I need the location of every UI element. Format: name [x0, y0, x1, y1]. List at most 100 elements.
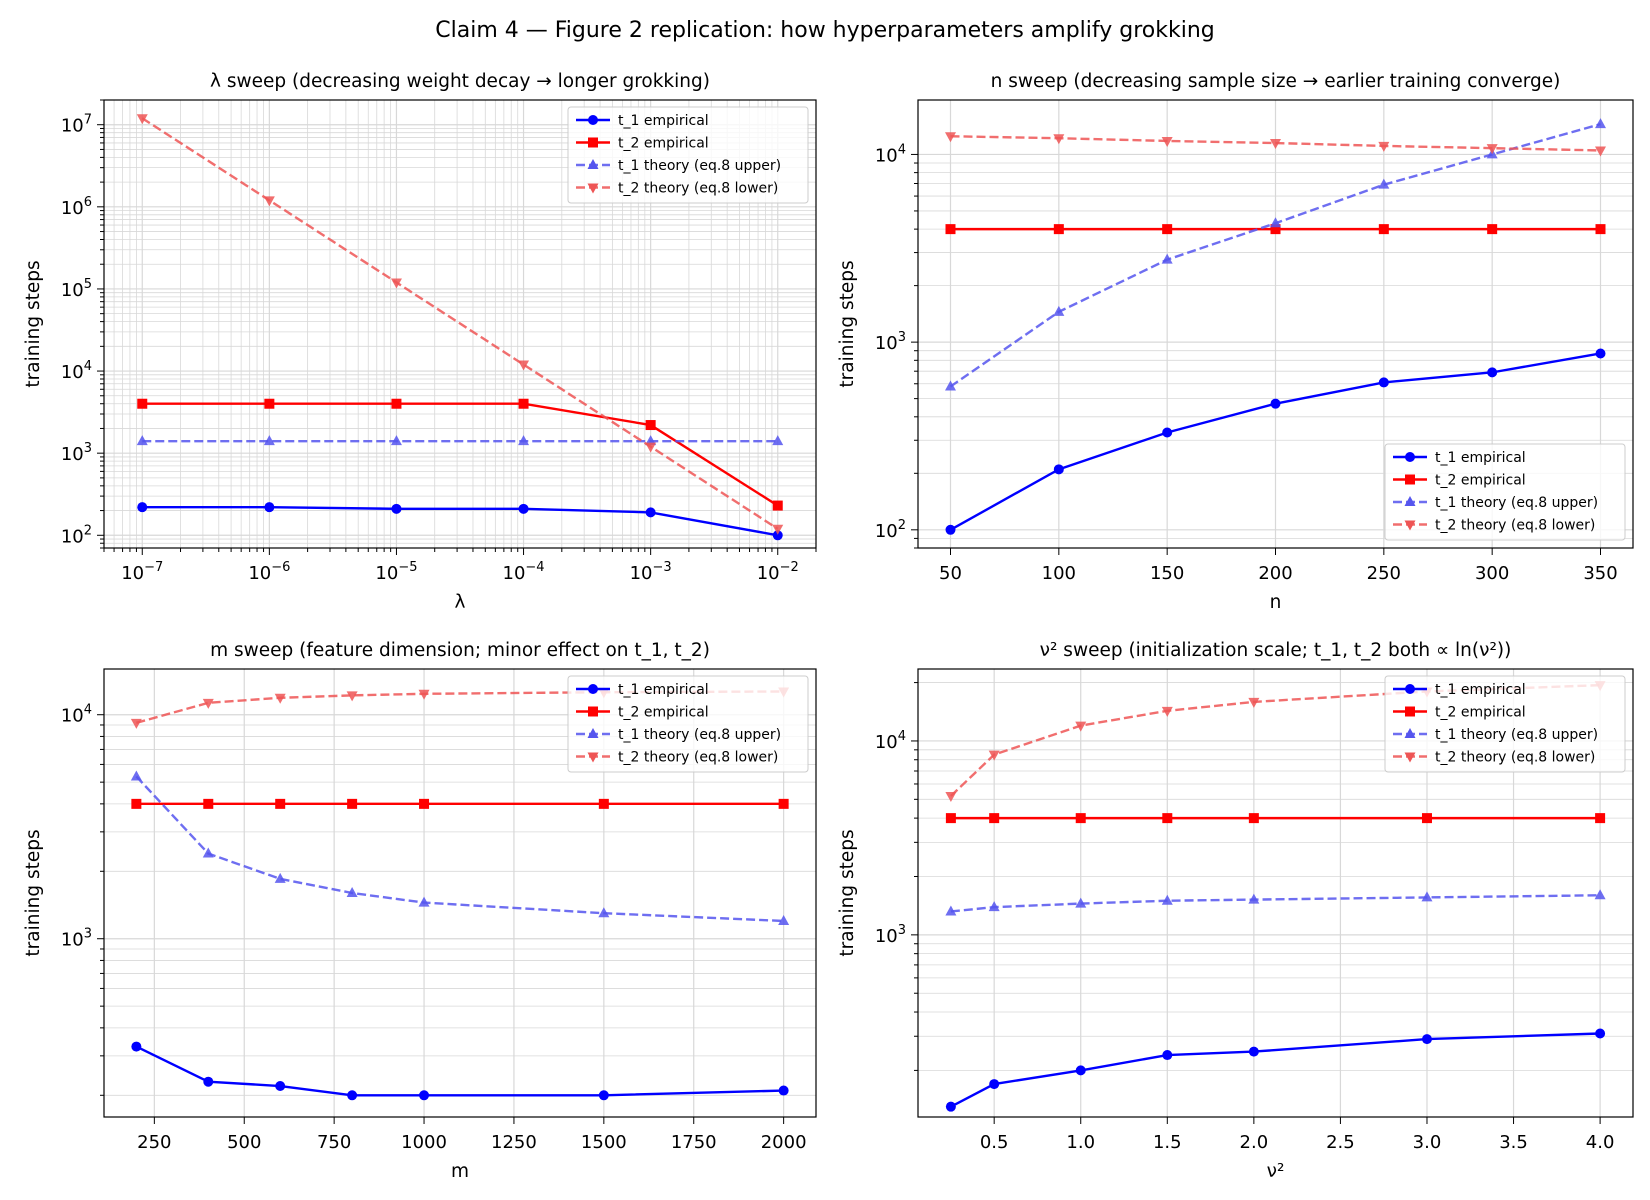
data-point	[945, 792, 957, 803]
data-point	[1161, 706, 1173, 717]
data-point	[1595, 348, 1606, 359]
data-point	[274, 693, 286, 704]
series-line	[950, 894, 1601, 913]
y-axis-label: training steps	[837, 829, 858, 956]
legend-entry: t_1 theory (eq.8 upper)	[576, 158, 781, 174]
legend-entry: t_2 theory (eq.8 lower)	[1393, 518, 1595, 534]
x-tick-label: 3.0	[1413, 1132, 1442, 1153]
legend-label: t_2 empirical	[1435, 473, 1526, 489]
data-point	[130, 718, 142, 729]
data-point	[772, 500, 783, 511]
legend-label: t_2 theory (eq.8 lower)	[618, 181, 778, 197]
data-point	[598, 1090, 609, 1101]
series-line	[141, 117, 779, 530]
axes-frame	[103, 99, 817, 549]
data-point	[390, 278, 402, 289]
y-axis-label: training steps	[23, 260, 44, 387]
data-point	[419, 1090, 430, 1101]
legend-label: t_2 empirical	[1435, 705, 1526, 721]
x-tick-label: 2.0	[1240, 1132, 1269, 1153]
x-tick-label: 750	[317, 1132, 351, 1153]
legend-marker	[1404, 496, 1416, 506]
x-axis-label: n	[1270, 592, 1282, 613]
data-point	[988, 750, 1000, 761]
data-point	[1162, 1050, 1173, 1061]
axes-frame	[917, 668, 1634, 1118]
x-tick-label: 10−5	[375, 560, 417, 584]
data-point	[598, 907, 610, 918]
data-point	[772, 524, 784, 535]
legend-label: t_1 theory (eq.8 upper)	[1435, 495, 1598, 511]
data-point	[1075, 897, 1087, 908]
data-point	[1595, 146, 1606, 157]
data-point	[945, 813, 956, 824]
data-point	[989, 813, 1000, 824]
data-point	[598, 798, 609, 809]
x-tick-label: 50	[939, 563, 962, 584]
legend-marker	[1405, 452, 1415, 462]
data-point	[419, 798, 430, 809]
legend-entry: t_2 theory (eq.8 lower)	[576, 750, 778, 766]
data-point	[1161, 253, 1173, 264]
legend-label: t_2 empirical	[618, 705, 709, 721]
legend-label: t_2 theory (eq.8 lower)	[1435, 750, 1595, 766]
x-tick-label: 10−3	[630, 560, 672, 584]
axes-frame	[917, 99, 1634, 549]
data-point	[347, 798, 358, 809]
legend-marker	[588, 115, 598, 125]
data-point	[1075, 813, 1086, 824]
data-point	[136, 114, 148, 125]
data-point	[1162, 224, 1173, 235]
legend-box	[567, 106, 809, 204]
data-point	[1162, 427, 1173, 438]
legend-label: t_2 empirical	[618, 136, 709, 152]
subplot-title: m sweep (feature dimension; minor effect…	[210, 640, 710, 661]
legend-marker	[1405, 684, 1415, 694]
legend-entry: t_2 theory (eq.8 lower)	[576, 181, 778, 197]
legend-box	[567, 675, 809, 773]
data-point	[1595, 813, 1606, 824]
data-point	[1487, 367, 1498, 378]
legend: t_1 empirical t_2 empirical t_1 theory (eq…	[1384, 675, 1626, 773]
y-tick-label: 103	[875, 923, 906, 947]
legend-marker	[1405, 706, 1415, 717]
data-point	[945, 524, 956, 535]
legend-marker	[588, 684, 598, 694]
legend-box	[1384, 675, 1626, 773]
data-point	[1594, 889, 1606, 900]
x-axis-label: λ	[455, 592, 466, 613]
data-point	[1161, 136, 1173, 147]
data-point	[137, 398, 148, 409]
series-line	[142, 402, 779, 507]
legend-entry: t_2 empirical	[576, 705, 709, 721]
legend-box	[1384, 443, 1626, 541]
y-tick-label: 104	[875, 729, 906, 753]
subplot-title: λ sweep (decreasing weight decay → longe…	[210, 71, 710, 92]
legend-marker	[588, 137, 598, 148]
x-tick-label: 1500	[581, 1132, 627, 1153]
data-point	[263, 435, 275, 446]
legend-marker	[587, 728, 599, 738]
data-point	[1595, 224, 1606, 235]
data-point	[391, 398, 402, 409]
data-point	[988, 901, 1000, 912]
legend-entry: t_1 theory (eq.8 upper)	[1393, 727, 1598, 743]
y-tick-label: 102	[875, 518, 906, 542]
legend-marker	[1404, 752, 1416, 763]
data-point	[1270, 398, 1281, 409]
legend-label: t_1 empirical	[1435, 682, 1526, 698]
legend: t_1 empirical t_2 empirical t_1 theory (eq…	[1384, 443, 1626, 541]
grid-lines	[104, 100, 816, 548]
x-tick-label: 250	[137, 1132, 171, 1153]
subplot-title: ν² sweep (initialization scale; t_1, t_2…	[1040, 640, 1512, 661]
legend-entry: t_1 empirical	[1393, 682, 1526, 698]
x-tick-label: 150	[1150, 563, 1184, 584]
legend: t_1 empirical t_2 empirical t_1 theory (eq…	[567, 675, 809, 773]
legend-entry: t_2 empirical	[576, 136, 709, 152]
data-point	[418, 689, 430, 700]
data-point	[989, 1079, 1000, 1090]
data-point	[263, 196, 275, 207]
data-point	[347, 1090, 358, 1101]
y-tick-label: 103	[61, 927, 92, 951]
